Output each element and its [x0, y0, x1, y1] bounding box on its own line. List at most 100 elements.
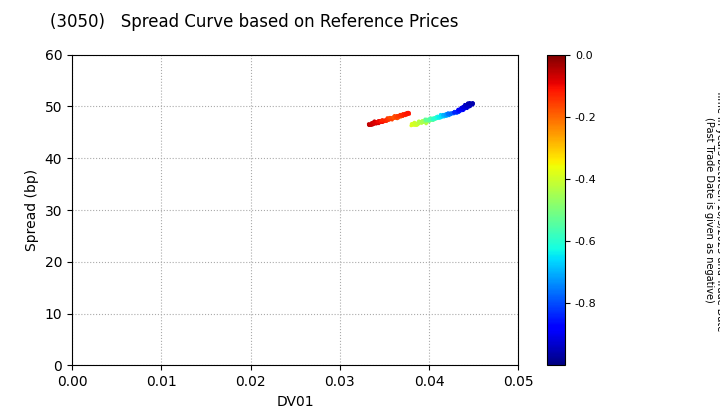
Point — [457, 105, 469, 112]
Point — [369, 120, 381, 126]
Point — [387, 114, 399, 121]
Point — [460, 103, 472, 110]
Point — [385, 116, 397, 123]
Point — [387, 116, 398, 122]
Point — [452, 106, 464, 113]
Point — [394, 113, 405, 120]
Point — [371, 121, 382, 127]
Point — [372, 119, 383, 126]
Point — [426, 116, 438, 123]
Point — [382, 116, 393, 123]
Point — [420, 117, 432, 124]
Point — [363, 121, 374, 128]
Point — [442, 111, 454, 118]
Point — [389, 113, 400, 120]
Point — [420, 117, 432, 124]
Point — [456, 104, 468, 110]
Point — [451, 108, 462, 115]
Point — [452, 108, 464, 114]
Point — [465, 102, 477, 109]
Point — [395, 113, 407, 120]
Point — [368, 120, 379, 127]
Point — [364, 122, 375, 129]
Point — [447, 110, 459, 117]
Point — [392, 115, 403, 122]
Point — [402, 110, 413, 117]
Point — [446, 110, 458, 117]
Point — [457, 104, 469, 110]
Point — [433, 114, 445, 121]
Point — [400, 112, 411, 119]
Point — [444, 112, 455, 118]
Point — [391, 114, 402, 121]
Point — [402, 109, 414, 116]
Point — [425, 117, 436, 123]
Point — [466, 100, 477, 107]
Point — [413, 120, 425, 126]
Point — [411, 120, 423, 127]
Point — [408, 120, 420, 127]
Point — [402, 109, 413, 116]
Point — [428, 115, 439, 121]
Point — [402, 110, 413, 117]
Point — [452, 108, 464, 115]
Point — [379, 117, 391, 123]
Point — [464, 103, 475, 110]
Point — [402, 111, 413, 118]
Point — [440, 111, 451, 118]
Point — [423, 117, 434, 124]
Point — [383, 116, 395, 123]
Point — [418, 117, 430, 124]
Point — [394, 113, 405, 120]
Point — [444, 110, 456, 117]
Point — [446, 110, 458, 117]
Point — [408, 121, 420, 128]
Point — [437, 111, 449, 118]
Point — [389, 113, 400, 119]
Point — [456, 105, 468, 112]
Point — [420, 117, 431, 124]
Point — [461, 102, 472, 109]
Point — [450, 109, 462, 116]
Point — [392, 113, 404, 120]
Point — [464, 102, 476, 109]
Point — [384, 114, 396, 121]
Point — [436, 113, 447, 120]
Point — [429, 115, 441, 121]
Point — [374, 119, 386, 126]
Point — [435, 114, 446, 121]
Point — [399, 112, 410, 118]
Point — [418, 118, 430, 124]
Point — [399, 111, 410, 118]
Point — [405, 122, 417, 129]
Point — [406, 121, 418, 127]
Point — [440, 111, 451, 118]
Point — [365, 121, 377, 127]
Point — [377, 119, 389, 126]
Point — [460, 105, 472, 111]
Point — [409, 122, 420, 129]
X-axis label: DV01: DV01 — [276, 395, 314, 409]
Point — [434, 114, 446, 121]
Point — [442, 110, 454, 116]
Point — [390, 114, 402, 121]
Point — [371, 120, 382, 126]
Point — [387, 115, 399, 121]
Point — [384, 115, 396, 122]
Point — [377, 118, 389, 125]
Point — [391, 115, 402, 121]
Point — [440, 112, 451, 119]
Point — [374, 118, 386, 124]
Point — [441, 111, 452, 118]
Point — [410, 121, 422, 128]
Point — [397, 110, 409, 117]
Point — [425, 115, 436, 122]
Point — [464, 100, 476, 107]
Point — [380, 117, 392, 124]
Point — [436, 113, 447, 120]
Point — [390, 113, 401, 120]
Point — [429, 115, 441, 122]
Point — [393, 113, 405, 119]
Point — [408, 120, 419, 127]
Point — [448, 109, 459, 116]
